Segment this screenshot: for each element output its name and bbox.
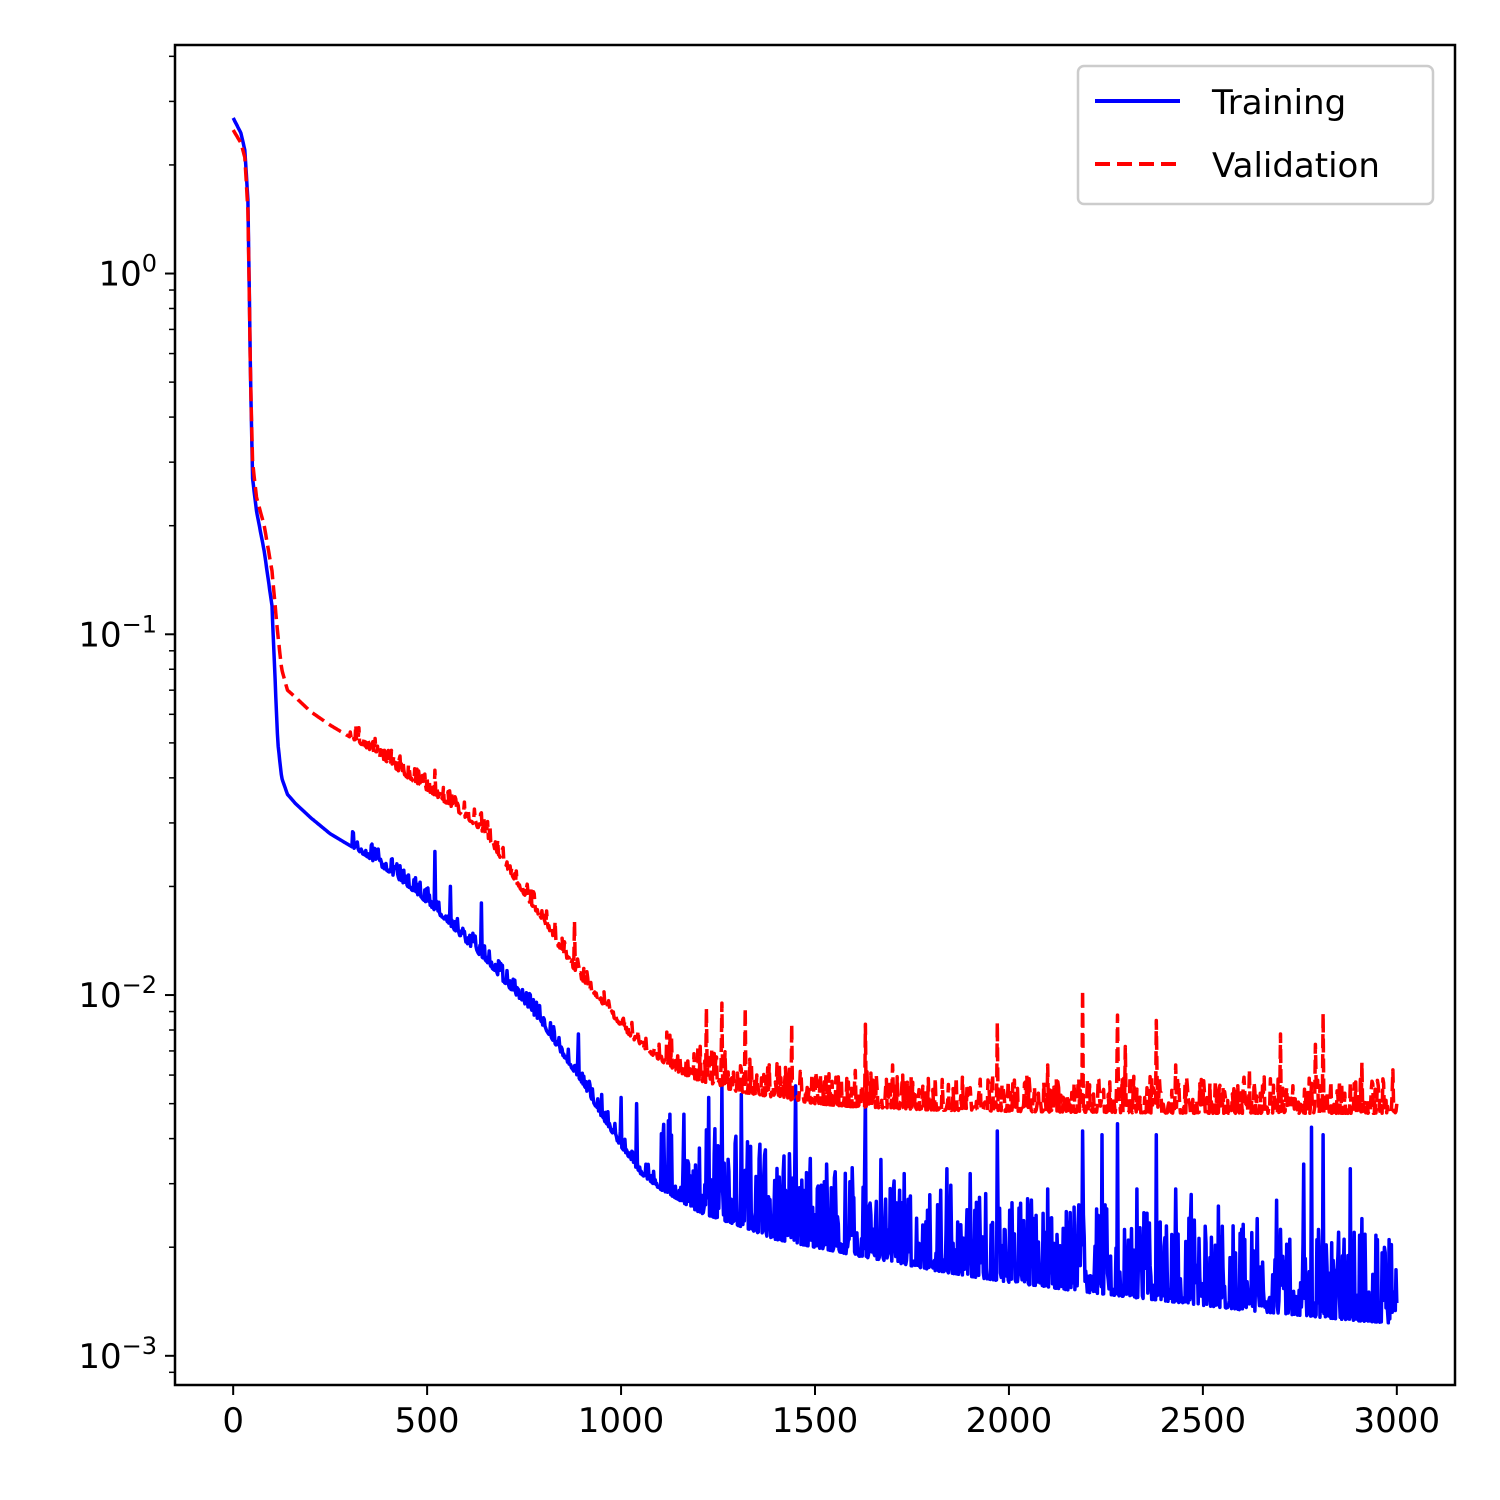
y-tick-label-2: 10−2 — [78, 971, 157, 1016]
y-tick-base-3: 10 — [78, 1337, 121, 1377]
legend-training-label: Training — [1211, 83, 1346, 123]
y-tick-label-0: 100 — [98, 250, 157, 295]
y-tick-exponent-0: 0 — [142, 250, 157, 278]
x-tick-label-5: 2500 — [1160, 1401, 1247, 1441]
x-tick-label-0: 0 — [222, 1401, 244, 1441]
y-tick-label-3: 10−3 — [78, 1332, 157, 1377]
y-tick-exponent-2: −2 — [122, 971, 157, 999]
x-tick-label-2: 1000 — [578, 1401, 665, 1441]
series-line-validation — [231, 129, 1399, 1116]
legend: Training Validation — [1076, 64, 1435, 206]
y-tick-base-2: 10 — [78, 976, 121, 1016]
x-tick-label-3: 1500 — [772, 1401, 859, 1441]
y-tick-label-1: 10−1 — [78, 610, 157, 655]
y-tick-exponent-1: −1 — [122, 610, 157, 638]
x-tick-label-6: 3000 — [1354, 1401, 1441, 1441]
x-tick-label-1: 500 — [395, 1401, 460, 1441]
y-tick-base-0: 10 — [98, 255, 141, 295]
series-layer — [231, 117, 1399, 1325]
series-line-training — [231, 117, 1399, 1325]
x-tick-label-4: 2000 — [966, 1401, 1053, 1441]
y-tick-exponent-3: −3 — [122, 1332, 157, 1360]
plot-frame — [173, 43, 1457, 1387]
y-tick-base-1: 10 — [78, 615, 121, 655]
legend-validation-label: Validation — [1212, 146, 1380, 186]
